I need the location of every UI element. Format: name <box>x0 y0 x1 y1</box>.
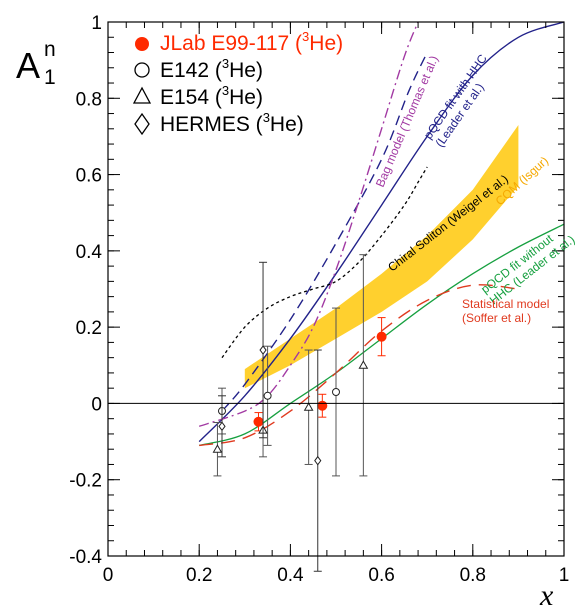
marker-open-circle <box>332 387 340 396</box>
x-tick-label: 0.8 <box>460 565 486 586</box>
legend-label: HERMES (3He) <box>160 110 304 136</box>
data-point-hermes <box>259 261 268 439</box>
x-tick-label: 0.2 <box>186 565 212 586</box>
y-axis-label-superscript: n <box>44 38 56 61</box>
curve-pqcd-hhc-dashed <box>221 52 428 412</box>
curve-chiral-soliton <box>221 166 428 359</box>
legend: JLab E99-117 (3He)E142 (3He)E154 (3He)HE… <box>132 29 343 136</box>
marker-filled-circle <box>253 416 264 427</box>
data-point-jlab <box>376 317 387 357</box>
marker-open-diamond <box>218 421 226 432</box>
legend-label: E142 (3He) <box>160 56 263 82</box>
legend-marker <box>132 86 152 104</box>
y-tick-label: 0 <box>91 394 102 415</box>
y-tick-label: 0.4 <box>76 242 103 263</box>
marker-open-diamond <box>259 345 267 355</box>
marker-filled-circle <box>376 331 387 342</box>
y-tick-label: -0.2 <box>69 471 102 492</box>
x-tick-label: 1 <box>559 565 570 586</box>
statistical-model-label: Statistical model (Soffer et al.) <box>462 297 549 325</box>
y-axis-label: A <box>16 45 40 86</box>
legend-marker <box>135 37 149 51</box>
data-point-e154 <box>358 254 369 477</box>
axes-layer: 0 0.2 0.4 0.6 0.8 1-0.4-0.200.20.40.60.81A n1x <box>16 13 569 611</box>
data-point-e154 <box>212 422 223 477</box>
legend-marker <box>134 112 150 136</box>
legend-entry-e142: E142 (3He) <box>134 56 263 82</box>
data-point-hermes <box>218 395 226 458</box>
marker-open-circle <box>263 391 272 400</box>
y-tick-label: 1 <box>91 13 102 34</box>
legend-entry-hermes: HERMES (3He) <box>134 110 304 136</box>
marker-open-triangle <box>303 402 314 411</box>
legend-entry-e154: E154 (3He) <box>132 83 263 109</box>
legend-label: JLab E99-117 (3He) <box>160 29 343 55</box>
data-point-hermes <box>313 349 322 572</box>
y-tick-label: 0.6 <box>76 166 102 187</box>
data-point-jlab <box>317 393 328 418</box>
marker-open-diamond <box>314 455 322 466</box>
curve-statistical <box>199 284 519 447</box>
legend-label: E154 (3He) <box>160 83 263 109</box>
data-point-e142 <box>332 307 340 477</box>
data-points-layer <box>212 254 387 572</box>
x-axis-label: x <box>539 579 554 611</box>
x-tick-label: 0.6 <box>368 565 394 586</box>
data-point-e142 <box>263 345 272 446</box>
marker-filled-circle <box>317 400 328 411</box>
legend-marker <box>134 62 150 78</box>
marker-open-triangle <box>358 360 369 369</box>
x-tick-label: 0.4 <box>277 565 304 586</box>
y-tick-label: -0.4 <box>69 547 102 568</box>
y-axis-label-subscript: 1 <box>44 66 56 89</box>
marker-open-triangle <box>212 444 223 453</box>
x-tick-label: 0 <box>103 565 114 586</box>
y-tick-label: 0.8 <box>76 89 102 110</box>
data-point-e154 <box>303 349 314 465</box>
data-point-jlab <box>253 412 264 432</box>
curve-pqcd-hhc <box>198 21 565 443</box>
legend-entry-jlab: JLab E99-117 (3He) <box>135 29 343 55</box>
pqcd-no-hhc-label: pQCD fit withoutHHC (Leader et al.) <box>478 221 577 307</box>
plot-frame <box>107 21 565 557</box>
y-tick-label: 0.2 <box>76 318 102 339</box>
